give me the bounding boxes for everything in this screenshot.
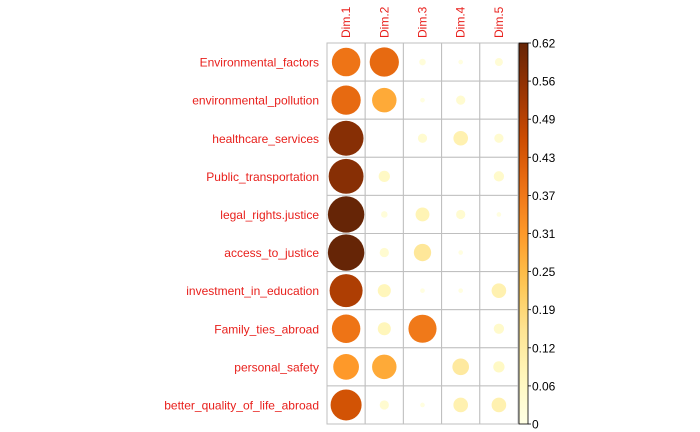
row-label: investment_in_education <box>186 284 319 298</box>
legend-tick-label: 0.37 <box>532 189 556 203</box>
cell-circle <box>453 397 469 413</box>
legend-tick-label: 0.25 <box>532 265 556 279</box>
legend-tick-label: 0.12 <box>532 341 556 355</box>
legend-tick-label: 0.43 <box>532 151 556 165</box>
cell-circle <box>413 243 432 262</box>
cell-circle <box>408 314 437 343</box>
cell-circle <box>377 284 391 298</box>
cell-circle <box>415 207 430 222</box>
row-label: healthcare_services <box>212 132 319 146</box>
cell-circle <box>333 353 359 380</box>
color-legend: 0.62 0.56 0.49 0.43 0.37 0.31 0.25 0.19 0.12 0.06… <box>518 37 556 432</box>
cell-circle <box>331 314 361 343</box>
cell-circle <box>327 234 365 271</box>
grid-cell <box>364 194 404 234</box>
cell-circle <box>494 58 503 67</box>
cell-circle <box>458 59 464 65</box>
cell-circle <box>493 361 505 373</box>
legend-tick-label: 0.56 <box>532 75 556 89</box>
cell-circle <box>491 283 507 298</box>
cell-circle <box>372 354 397 380</box>
cell-circle <box>420 97 425 103</box>
legend-color-bar <box>518 42 529 425</box>
legend-tick-label: 0 <box>532 418 539 432</box>
grid-cell <box>364 118 404 158</box>
row-label: Public_transportation <box>206 170 319 184</box>
cell-circle <box>420 288 425 293</box>
legend-tick-label: 0.31 <box>532 227 556 241</box>
cell-circle <box>379 247 389 258</box>
cell-circle <box>328 158 364 194</box>
cell-circle <box>494 133 504 143</box>
cell-circle <box>452 358 470 376</box>
column-label: Dim.2 <box>377 6 391 38</box>
grid-cell <box>479 233 519 273</box>
grid-cell <box>441 309 481 349</box>
row-label: access_to_justice <box>224 246 319 260</box>
grid-cell <box>402 347 443 387</box>
legend-tick-label: 0.06 <box>532 379 556 393</box>
cell-circle <box>458 250 464 255</box>
grid-cell <box>402 156 443 196</box>
cell-circle <box>493 171 505 182</box>
row-label: environmental_pollution <box>192 94 319 108</box>
cell-circle <box>378 170 390 183</box>
column-label: Dim.3 <box>416 6 430 38</box>
column-labels: Dim.1 Dim.2 Dim.3 Dim.4 Dim.5 <box>339 6 506 38</box>
grid-cell <box>479 80 519 120</box>
cell-circle <box>329 274 363 308</box>
cell-circle <box>331 47 361 77</box>
legend-tick-label: 0.62 <box>532 37 556 51</box>
grid-cell <box>441 118 481 158</box>
row-label: Environmental_factors <box>200 56 319 70</box>
column-label: Dim.4 <box>454 6 468 38</box>
cell-circle <box>456 95 466 105</box>
cell-circle <box>420 402 425 408</box>
cell-circle <box>327 196 365 233</box>
row-label: personal_safety <box>234 360 319 374</box>
cell-circle <box>372 87 397 113</box>
circles <box>327 47 507 421</box>
grid-cell <box>441 156 481 196</box>
cell-circle <box>381 211 388 218</box>
legend-tick-label: 0.19 <box>532 303 556 317</box>
cell-circle <box>331 85 361 115</box>
column-label: Dim.5 <box>492 6 506 38</box>
row-label: Family_ties_abroad <box>214 322 319 336</box>
cell-circle <box>456 209 466 220</box>
cell-circle <box>330 389 362 421</box>
cell-circle <box>417 133 428 143</box>
row-label: better_quality_of_life_abroad <box>164 398 319 412</box>
cell-circle <box>491 397 507 413</box>
cell-circle <box>493 323 505 334</box>
legend-tick-label: 0.49 <box>532 113 556 127</box>
column-label: Dim.1 <box>339 6 353 38</box>
cell-circle <box>419 58 426 66</box>
cell-circle <box>458 288 464 293</box>
row-label: legal_rights.justice <box>220 208 319 222</box>
grid-cell <box>402 80 443 120</box>
cell-circle <box>379 400 389 410</box>
cell-circle <box>377 322 391 336</box>
cell-circle <box>328 120 364 156</box>
row-labels: Environmental_factors environmental_pollu… <box>164 56 319 413</box>
cell-circle <box>453 130 469 146</box>
cell-circle <box>369 47 399 77</box>
cell-circle <box>496 212 502 217</box>
